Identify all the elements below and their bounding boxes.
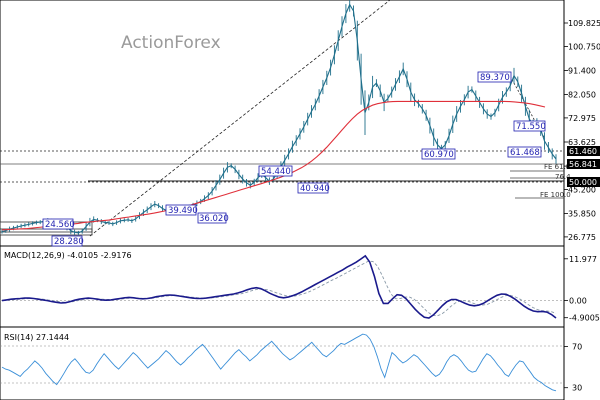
level-tag-50000-bg [567,177,600,187]
label-box-40940 [297,182,329,194]
level-tag-56841-bg [567,159,600,169]
rsi-axis: 70 30 [564,343,582,393]
price-label-89370: 89.370 [480,73,510,83]
label-box-24560 [42,218,74,230]
label-box-61468 [507,146,542,158]
price-label-54440: 54.440 [261,167,291,177]
macd-title: MACD(12,26,9) -4.0105 -2.9176 [4,251,132,260]
fib-label-76: 76.4 [555,173,571,181]
label-box-89370 [477,71,512,83]
price-label-71550: 71.550 [516,122,546,132]
watermark: ActionForex [121,33,221,53]
macd-axis: 11.977 0.00 -4.9005 [564,255,600,323]
rsi-line [1,333,557,392]
price-panel [0,0,565,247]
fib-label-61: FE 61.8 [544,163,570,171]
macd-line [1,254,557,319]
rsi-series [1,333,557,392]
rsi-tick-label: 70 [572,343,582,352]
level-tag-50000: 50.000 [569,178,597,187]
price-label-24560: 24.560 [45,220,75,230]
price-annotations [0,0,564,237]
price-label-40940: 40.940 [300,184,330,194]
price-label-61468: 61.468 [510,148,540,158]
price-tick-label: 26.775 [568,233,596,242]
label-box-39490 [165,204,197,216]
macd-tick-label: 0.00 [569,297,587,306]
label-box-71550 [513,120,546,132]
ma-line [1,100,546,231]
macd-signal-line [1,260,557,317]
rsi-title: RSI(14) 27.1444 [4,333,69,342]
price-label-28280: 28.280 [54,237,84,247]
trend-line [89,0,391,237]
level-tag-61460-bg [567,146,600,156]
price-tick-label: 82.050 [568,91,596,100]
price-series [1,0,557,235]
ma-series [1,100,546,231]
price-line [1,3,557,234]
level-tag-56841: 56.841 [569,160,597,169]
price-tick-label: 72.975 [568,114,596,123]
label-box-36020 [197,212,227,224]
price-label-60970: 60.970 [424,150,454,160]
level-tag-61460: 61.460 [569,147,597,156]
price-tick-label: 63.625 [568,138,596,147]
price-axis: 109.825100.75091.40082.05072.97563.62554… [564,19,600,242]
price-label-36020: 36.020 [199,214,229,224]
rsi-tick-label: 30 [572,384,582,393]
macd-tick-label: 11.977 [569,255,597,264]
price-tick-label: 91.400 [568,67,596,76]
price-tick-label: 35.850 [568,210,596,219]
macd-tick-label: -4.9005 [569,314,600,323]
price-tick-label: 100.750 [568,42,600,51]
label-box-54440 [258,165,293,177]
rsi-panel [0,326,565,400]
price-label-39490: 39.490 [168,206,198,216]
label-box-60970 [421,148,456,160]
fib-label-100: FE 100.0 [540,191,571,199]
label-box-28280 [51,235,83,247]
price-tick-label: 109.825 [568,19,600,28]
price-labels: 24.560 28.280 39.490 36.020 40.940 54.44… [42,71,546,247]
macd-series [0,254,564,319]
price-tick-label: 45.200 [568,185,596,194]
